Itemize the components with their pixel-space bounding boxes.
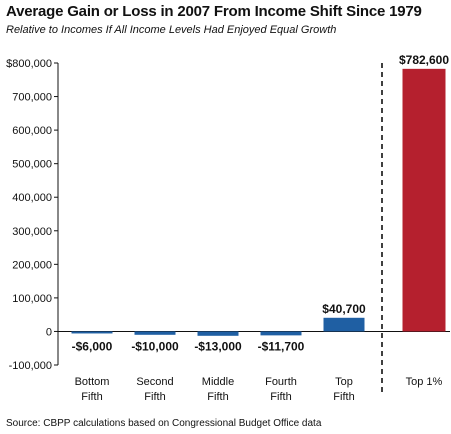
category-label: Fourth [265, 376, 297, 388]
category-label: Top 1% [406, 376, 443, 388]
y-tick-label: -100,000 [9, 360, 52, 372]
y-tick-label: 400,000 [12, 192, 52, 204]
bar [134, 331, 176, 335]
category-label: Bottom [75, 376, 110, 388]
y-tick-label: 200,000 [12, 259, 52, 271]
y-tick-label: 700,000 [12, 92, 52, 104]
y-tick-label: 300,000 [12, 226, 52, 238]
category-label: Fifth [81, 391, 102, 403]
data-label: -$10,000 [131, 339, 179, 353]
bar [260, 331, 302, 336]
category-label: Fifth [270, 391, 291, 403]
y-axis: -100,000 0 100,000 200,000 300,000 400,000 500… [6, 58, 450, 372]
chart-title: Average Gain or Loss in 2007 From Income… [6, 3, 422, 20]
category-label: Top [335, 376, 353, 388]
category-label: Fifth [144, 391, 165, 403]
data-label: -$13,000 [194, 339, 242, 353]
y-tick-label: 100,000 [12, 293, 52, 305]
data-label: -$6,000 [72, 339, 113, 353]
chart-subtitle: Relative to Incomes If All Income Levels… [6, 24, 337, 36]
bar [402, 68, 446, 332]
y-tick-label: $800,000 [6, 58, 52, 70]
data-labels: -$6,000 -$10,000 -$13,000 -$11,700 $40,700 $7… [72, 53, 450, 354]
data-label: -$11,700 [258, 339, 305, 353]
bars [71, 68, 446, 336]
category-label: Fifth [333, 391, 354, 403]
bar [323, 317, 365, 332]
bar [71, 331, 113, 334]
category-label: Middle [202, 376, 234, 388]
source-note: Source: CBPP calculations based on Congr… [6, 418, 322, 429]
y-tick-label: 0 [46, 326, 52, 338]
y-tick-label: 600,000 [12, 125, 52, 137]
category-label: Fifth [207, 391, 228, 403]
data-label: $40,700 [322, 302, 366, 316]
category-labels: Bottom Fifth Second Fifth Middle Fifth Fourth F… [75, 376, 443, 403]
data-label: $782,600 [399, 53, 449, 67]
category-label: Second [136, 376, 173, 388]
y-tick-label: 500,000 [12, 159, 52, 171]
bar [197, 331, 239, 336]
